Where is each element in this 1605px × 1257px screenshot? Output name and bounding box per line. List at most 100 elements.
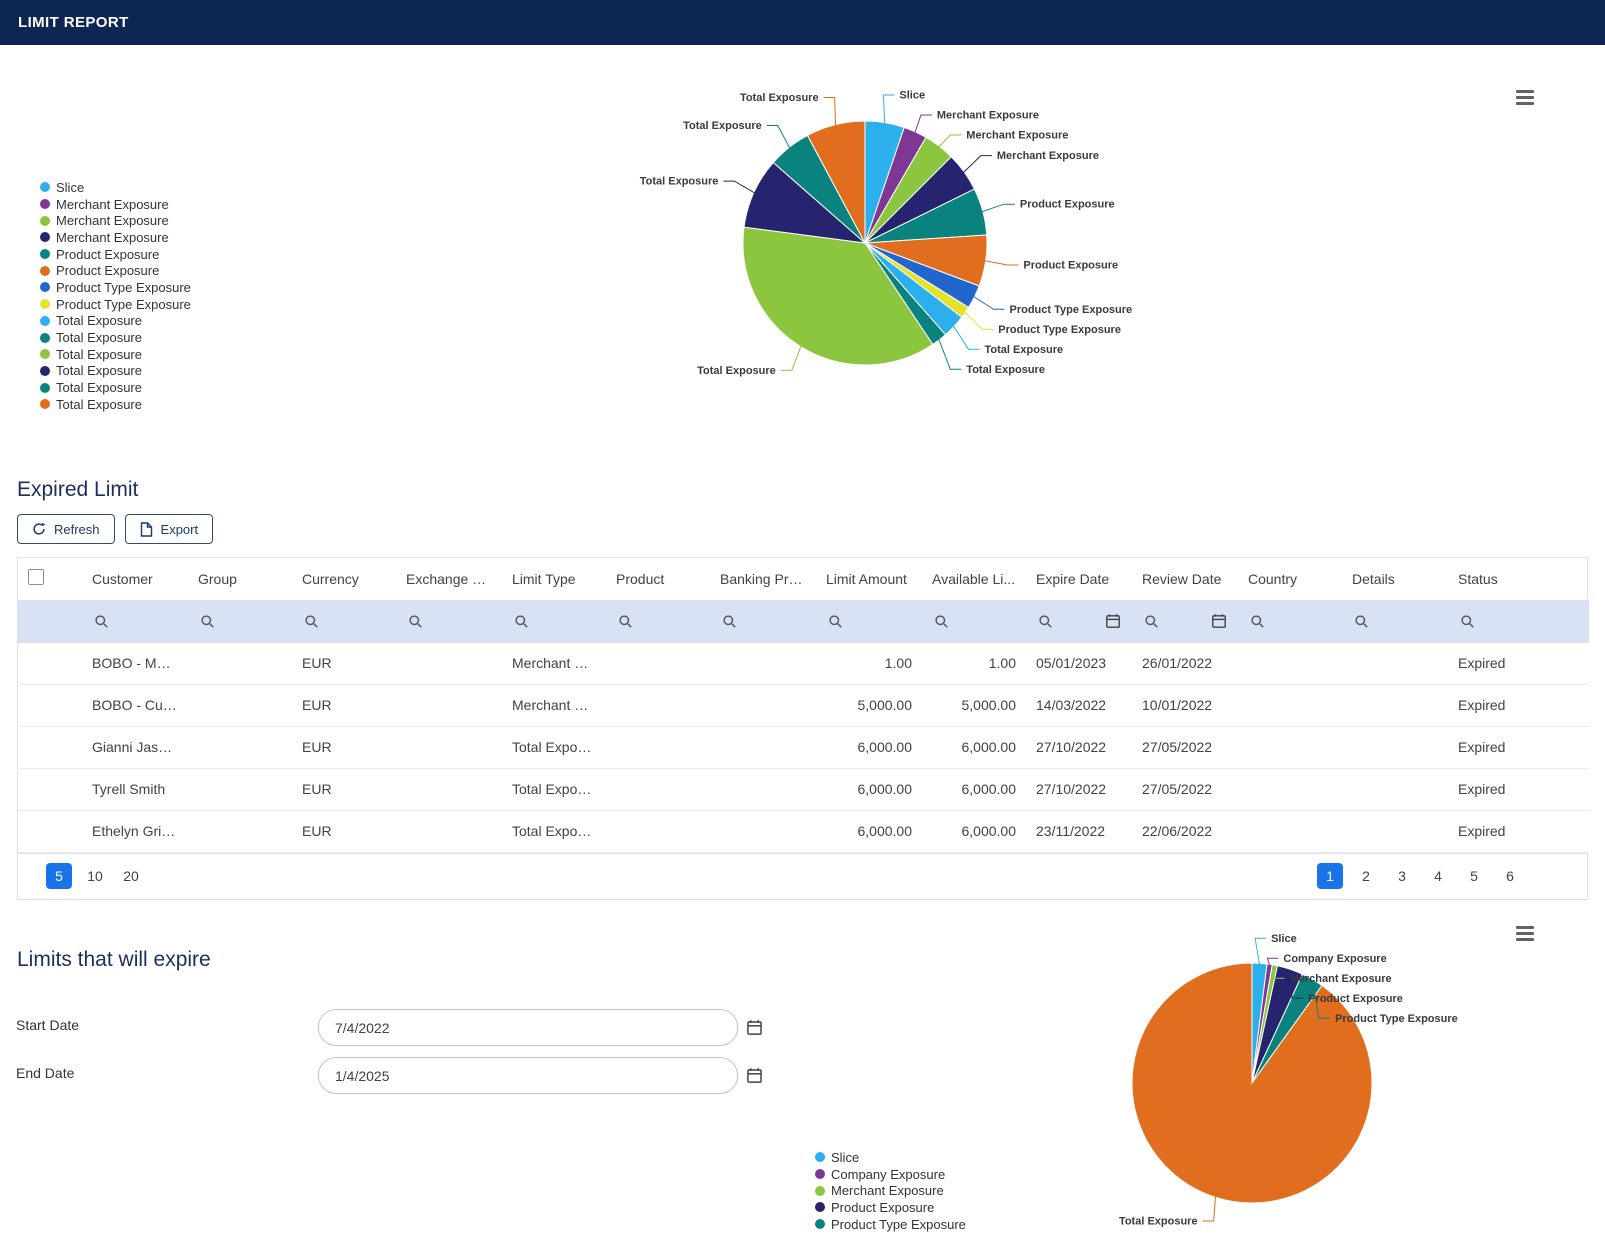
legend-item[interactable]: Merchant Exposure bbox=[40, 196, 191, 213]
filter-search-icon[interactable] bbox=[718, 610, 740, 632]
legend-item[interactable]: Slice bbox=[40, 179, 191, 196]
page-1[interactable]: 1 bbox=[1317, 863, 1343, 889]
page-4[interactable]: 4 bbox=[1425, 863, 1451, 889]
cell-expire-date: 14/03/2022 bbox=[1026, 684, 1132, 727]
column-header-limit-type[interactable]: Limit Type bbox=[502, 558, 606, 601]
calendar-icon[interactable] bbox=[746, 1067, 763, 1084]
cell-product bbox=[606, 684, 710, 727]
calendar-icon[interactable] bbox=[746, 1019, 763, 1036]
column-header-group[interactable]: Group bbox=[188, 558, 292, 601]
legend-item[interactable]: Product Type Exposure bbox=[40, 296, 191, 313]
legend-item[interactable]: Slice bbox=[815, 1149, 966, 1166]
legend-item[interactable]: Total Exposure bbox=[40, 329, 191, 346]
cell-available-limit: 6,000.00 bbox=[922, 810, 1026, 853]
legend-item[interactable]: Product Type Exposure bbox=[815, 1216, 966, 1233]
table-row[interactable]: BOBO - Cust 4 EUR Merchant Exp... 5,000.… bbox=[18, 684, 1589, 727]
filter-search-icon[interactable] bbox=[90, 610, 112, 632]
cell-banking bbox=[710, 768, 816, 811]
chart-menu-icon[interactable] bbox=[1516, 926, 1536, 944]
legend-item[interactable]: Product Exposure bbox=[815, 1199, 966, 1216]
column-header-currency[interactable]: Currency bbox=[292, 558, 396, 601]
end-date-input[interactable] bbox=[318, 1057, 738, 1094]
table-row[interactable]: BOBO - Merch... EUR Merchant Exp... 1.00… bbox=[18, 642, 1589, 685]
column-header-country[interactable]: Country bbox=[1238, 558, 1342, 601]
page-size-10[interactable]: 10 bbox=[82, 863, 108, 889]
legend-item[interactable]: Product Type Exposure bbox=[40, 279, 191, 296]
cell-details bbox=[1342, 726, 1448, 769]
start-date-input[interactable] bbox=[318, 1009, 738, 1046]
export-button[interactable]: Export bbox=[124, 514, 214, 544]
pie-slice-label: Product Type Exposure bbox=[998, 324, 1121, 336]
cell-currency: EUR bbox=[292, 810, 396, 853]
legend-item[interactable]: Total Exposure bbox=[40, 313, 191, 330]
filter-search-icon[interactable] bbox=[824, 610, 846, 632]
pie-slice-label: Product Type Exposure bbox=[1335, 1013, 1458, 1025]
column-header-product[interactable]: Product bbox=[606, 558, 710, 601]
filter-search-icon[interactable] bbox=[300, 610, 322, 632]
pie-label-connector bbox=[1273, 966, 1285, 979]
pie-label-connector bbox=[766, 125, 791, 149]
column-header-exchange[interactable]: Exchange C... bbox=[396, 558, 502, 601]
page-2[interactable]: 2 bbox=[1353, 863, 1379, 889]
page-size-5[interactable]: 5 bbox=[46, 863, 72, 889]
filter-search-icon[interactable] bbox=[1350, 610, 1372, 632]
table-header-row: Customer Group Currency Exchange C... Li… bbox=[18, 558, 1589, 601]
cell-banking bbox=[710, 810, 816, 853]
pie-slice-label: Total Exposure bbox=[683, 120, 762, 132]
legend-item[interactable]: Total Exposure bbox=[40, 363, 191, 380]
column-header-review-date[interactable]: Review Date bbox=[1132, 558, 1238, 601]
filter-search-icon[interactable] bbox=[930, 610, 952, 632]
column-header-customer[interactable]: Customer bbox=[82, 558, 188, 601]
refresh-button[interactable]: Refresh bbox=[17, 514, 115, 544]
legend-item[interactable]: Company Exposure bbox=[815, 1166, 966, 1183]
pie-label-connector bbox=[1311, 980, 1331, 1019]
page-6[interactable]: 6 bbox=[1497, 863, 1523, 889]
legend-item[interactable]: Total Exposure bbox=[40, 379, 191, 396]
cell-expire-date: 27/10/2022 bbox=[1026, 726, 1132, 769]
refresh-icon bbox=[32, 522, 46, 536]
legend-item[interactable]: Merchant Exposure bbox=[40, 212, 191, 229]
pie-slice-label: Merchant Exposure bbox=[1290, 973, 1392, 985]
filter-search-icon[interactable] bbox=[1034, 610, 1056, 632]
pie-slice-label: Merchant Exposure bbox=[937, 110, 1039, 122]
filter-search-icon[interactable] bbox=[404, 610, 426, 632]
column-header-banking-product[interactable]: Banking Pro... bbox=[710, 558, 816, 601]
legend-item[interactable]: Merchant Exposure bbox=[40, 229, 191, 246]
legend-item[interactable]: Product Exposure bbox=[40, 246, 191, 263]
legend-label: Product Type Exposure bbox=[56, 279, 191, 295]
filter-search-icon[interactable] bbox=[1246, 610, 1268, 632]
legend-label: Merchant Exposure bbox=[56, 213, 169, 229]
cell-available-limit: 6,000.00 bbox=[922, 768, 1026, 811]
filter-calendar-icon[interactable] bbox=[1102, 610, 1124, 632]
cell-product bbox=[606, 642, 710, 685]
filter-calendar-icon[interactable] bbox=[1208, 610, 1230, 632]
cell-review-date: 27/05/2022 bbox=[1132, 768, 1238, 811]
table-row[interactable]: Tyrell Smith EUR Total Exposure 6,000.00… bbox=[18, 768, 1589, 811]
filter-search-icon[interactable] bbox=[1456, 610, 1478, 632]
filter-search-icon[interactable] bbox=[510, 610, 532, 632]
column-header-limit-amount[interactable]: Limit Amount bbox=[816, 558, 922, 601]
pie-label-connector bbox=[723, 180, 756, 194]
page-3[interactable]: 3 bbox=[1389, 863, 1415, 889]
table-row[interactable]: Ethelyn Grimes EUR Total Exposure 6,000.… bbox=[18, 810, 1589, 853]
select-all-checkbox[interactable] bbox=[28, 569, 44, 586]
page-5[interactable]: 5 bbox=[1461, 863, 1487, 889]
chart-menu-icon[interactable] bbox=[1516, 90, 1536, 108]
column-header-available-limit[interactable]: Available Li... bbox=[922, 558, 1026, 601]
cell-currency: EUR bbox=[292, 726, 396, 769]
filter-search-icon[interactable] bbox=[196, 610, 218, 632]
column-header-status[interactable]: Status bbox=[1448, 558, 1589, 601]
filter-search-icon[interactable] bbox=[1140, 610, 1162, 632]
legend-item[interactable]: Product Exposure bbox=[40, 262, 191, 279]
legend-item[interactable]: Merchant Exposure bbox=[815, 1182, 966, 1199]
legend-label: Slice bbox=[56, 179, 85, 195]
legend-item[interactable]: Total Exposure bbox=[40, 396, 191, 413]
cell-limit-amount: 6,000.00 bbox=[816, 726, 922, 769]
column-header-details[interactable]: Details bbox=[1342, 558, 1448, 601]
legend-item[interactable]: Total Exposure bbox=[40, 346, 191, 363]
table-row[interactable]: Gianni Jaskol... EUR Total Exposure 6,00… bbox=[18, 726, 1589, 769]
column-header-expire-date[interactable]: Expire Date bbox=[1026, 558, 1132, 601]
page-size-20[interactable]: 20 bbox=[118, 863, 144, 889]
filter-search-icon[interactable] bbox=[614, 610, 636, 632]
pie-label-connector bbox=[914, 114, 932, 133]
